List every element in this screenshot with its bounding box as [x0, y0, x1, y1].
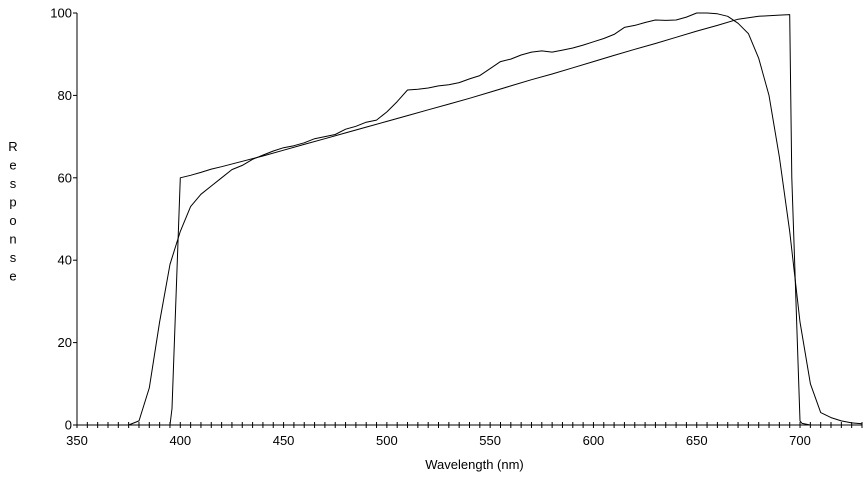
series-layer	[77, 12, 863, 426]
x-tick-label: 700	[789, 433, 811, 448]
x-tick-label: 600	[583, 433, 605, 448]
y-axis-ticks: 0 20 40 60 80 100	[50, 6, 77, 433]
x-tick-label: 350	[66, 433, 88, 448]
x-tick-label: 650	[686, 433, 708, 448]
y-tick-label: 60	[58, 170, 72, 185]
y-tick-label: 40	[58, 253, 72, 268]
y-tick-label: 100	[50, 6, 72, 21]
y-tick-label: 80	[58, 88, 72, 103]
x-axis-title: Wavelength (nm)	[425, 457, 524, 472]
x-tick-label: 550	[479, 433, 501, 448]
x-tick-label: 450	[273, 433, 295, 448]
x-tick-label: 400	[169, 433, 191, 448]
y-tick-label: 20	[58, 335, 72, 350]
y-tick-label: 0	[65, 418, 72, 433]
x-axis-ticks: 350 400 450 500 550 600 650 700	[66, 422, 863, 448]
axes	[76, 13, 862, 426]
x-tick-label: 500	[376, 433, 398, 448]
series-line-1	[169, 14, 862, 426]
series-line-2	[77, 12, 863, 426]
